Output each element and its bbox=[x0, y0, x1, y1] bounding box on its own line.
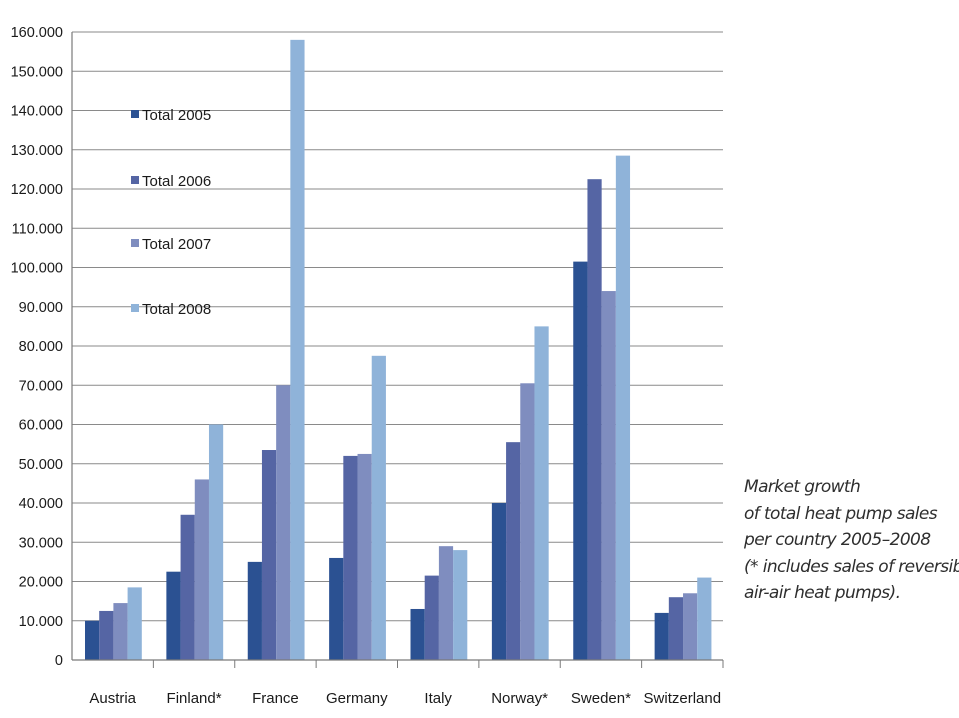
bar bbox=[276, 385, 291, 660]
x-tick-label: Norway* bbox=[491, 690, 548, 707]
bar bbox=[261, 450, 277, 660]
bar bbox=[601, 291, 616, 660]
y-axis-tick-labels: 0 10.000 20.000 30.000 40.000 50.000 60.000 70.… bbox=[11, 25, 63, 669]
bar bbox=[697, 577, 712, 660]
caption-line: of total heat pump sales bbox=[744, 503, 938, 524]
bar bbox=[247, 561, 262, 660]
caption-line: Market growth bbox=[744, 477, 861, 497]
legend-label: Total 2005 bbox=[142, 107, 211, 124]
x-tick-label: Sweden* bbox=[571, 690, 631, 707]
y-tick-label: 140.000 bbox=[11, 104, 63, 120]
bar bbox=[85, 620, 100, 660]
x-tick-label: Austria bbox=[89, 690, 136, 707]
y-tick-label: 70.000 bbox=[19, 378, 63, 394]
legend-swatch bbox=[131, 110, 139, 118]
x-tick-label: Switzerland bbox=[644, 690, 722, 707]
caption-line: (* includes sales of reversible bbox=[744, 556, 959, 577]
y-tick-label: 10.000 bbox=[19, 614, 63, 630]
x-tick-label: France bbox=[252, 690, 299, 707]
x-axis-category-labels: Austria Finland* France Germany Italy Norway*… bbox=[89, 690, 721, 707]
bar bbox=[668, 597, 684, 660]
bar bbox=[587, 179, 602, 660]
legend-label: Total 2008 bbox=[142, 301, 211, 318]
bar bbox=[654, 612, 669, 660]
y-tick-label: 0 bbox=[55, 653, 63, 669]
y-tick-label: 80.000 bbox=[19, 339, 63, 355]
y-tick-label: 20.000 bbox=[19, 575, 63, 591]
caption-line: air-air heat pumps). bbox=[744, 583, 901, 603]
bar bbox=[424, 575, 439, 660]
axes bbox=[71, 32, 724, 668]
bar bbox=[520, 383, 535, 660]
bar bbox=[166, 571, 181, 660]
bar bbox=[683, 593, 698, 660]
y-tick-label: 50.000 bbox=[19, 457, 63, 473]
legend-swatch bbox=[131, 176, 139, 184]
y-tick-label: 60.000 bbox=[19, 418, 63, 434]
legend-swatch bbox=[131, 239, 139, 247]
bar bbox=[573, 261, 588, 660]
y-tick-label: 120.000 bbox=[11, 182, 63, 198]
x-tick-label: Finland* bbox=[167, 690, 222, 707]
bar bbox=[329, 557, 344, 660]
bar bbox=[99, 610, 114, 660]
bar bbox=[290, 39, 305, 661]
y-tick-label: 130.000 bbox=[11, 143, 63, 159]
bar bbox=[113, 603, 128, 660]
y-tick-label: 110.000 bbox=[12, 221, 63, 237]
x-tick-label: Germany bbox=[326, 690, 388, 707]
bar bbox=[534, 326, 549, 660]
legend: Total 2005 Total 2006 Total 2007 Total 2008 bbox=[131, 107, 211, 318]
bar bbox=[438, 546, 454, 660]
bar bbox=[453, 550, 468, 660]
legend-swatch bbox=[131, 304, 139, 312]
bar bbox=[208, 424, 224, 660]
y-tick-label: 30.000 bbox=[19, 535, 63, 551]
y-tick-label: 100.000 bbox=[11, 261, 63, 277]
legend-label: Total 2007 bbox=[142, 236, 211, 253]
bar bbox=[371, 355, 386, 660]
x-tick-label: Italy bbox=[424, 690, 452, 707]
bars bbox=[85, 39, 712, 661]
bar bbox=[615, 155, 631, 660]
caption-line: per country 2005–2008 bbox=[744, 530, 931, 550]
bar bbox=[357, 453, 372, 660]
y-tick-label: 150.000 bbox=[11, 64, 63, 80]
chart-caption: Market growth of total heat pump sales p… bbox=[744, 474, 959, 607]
bar bbox=[194, 479, 209, 660]
bar bbox=[506, 442, 521, 660]
legend-label: Total 2006 bbox=[142, 173, 211, 190]
y-tick-label: 40.000 bbox=[19, 496, 63, 512]
bar bbox=[127, 587, 142, 660]
bar bbox=[343, 455, 358, 660]
y-tick-label: 160.000 bbox=[11, 25, 63, 41]
gridlines bbox=[72, 31, 723, 622]
bar bbox=[410, 608, 425, 660]
y-tick-label: 90.000 bbox=[19, 300, 63, 316]
bar bbox=[180, 514, 195, 660]
bar bbox=[491, 503, 507, 660]
